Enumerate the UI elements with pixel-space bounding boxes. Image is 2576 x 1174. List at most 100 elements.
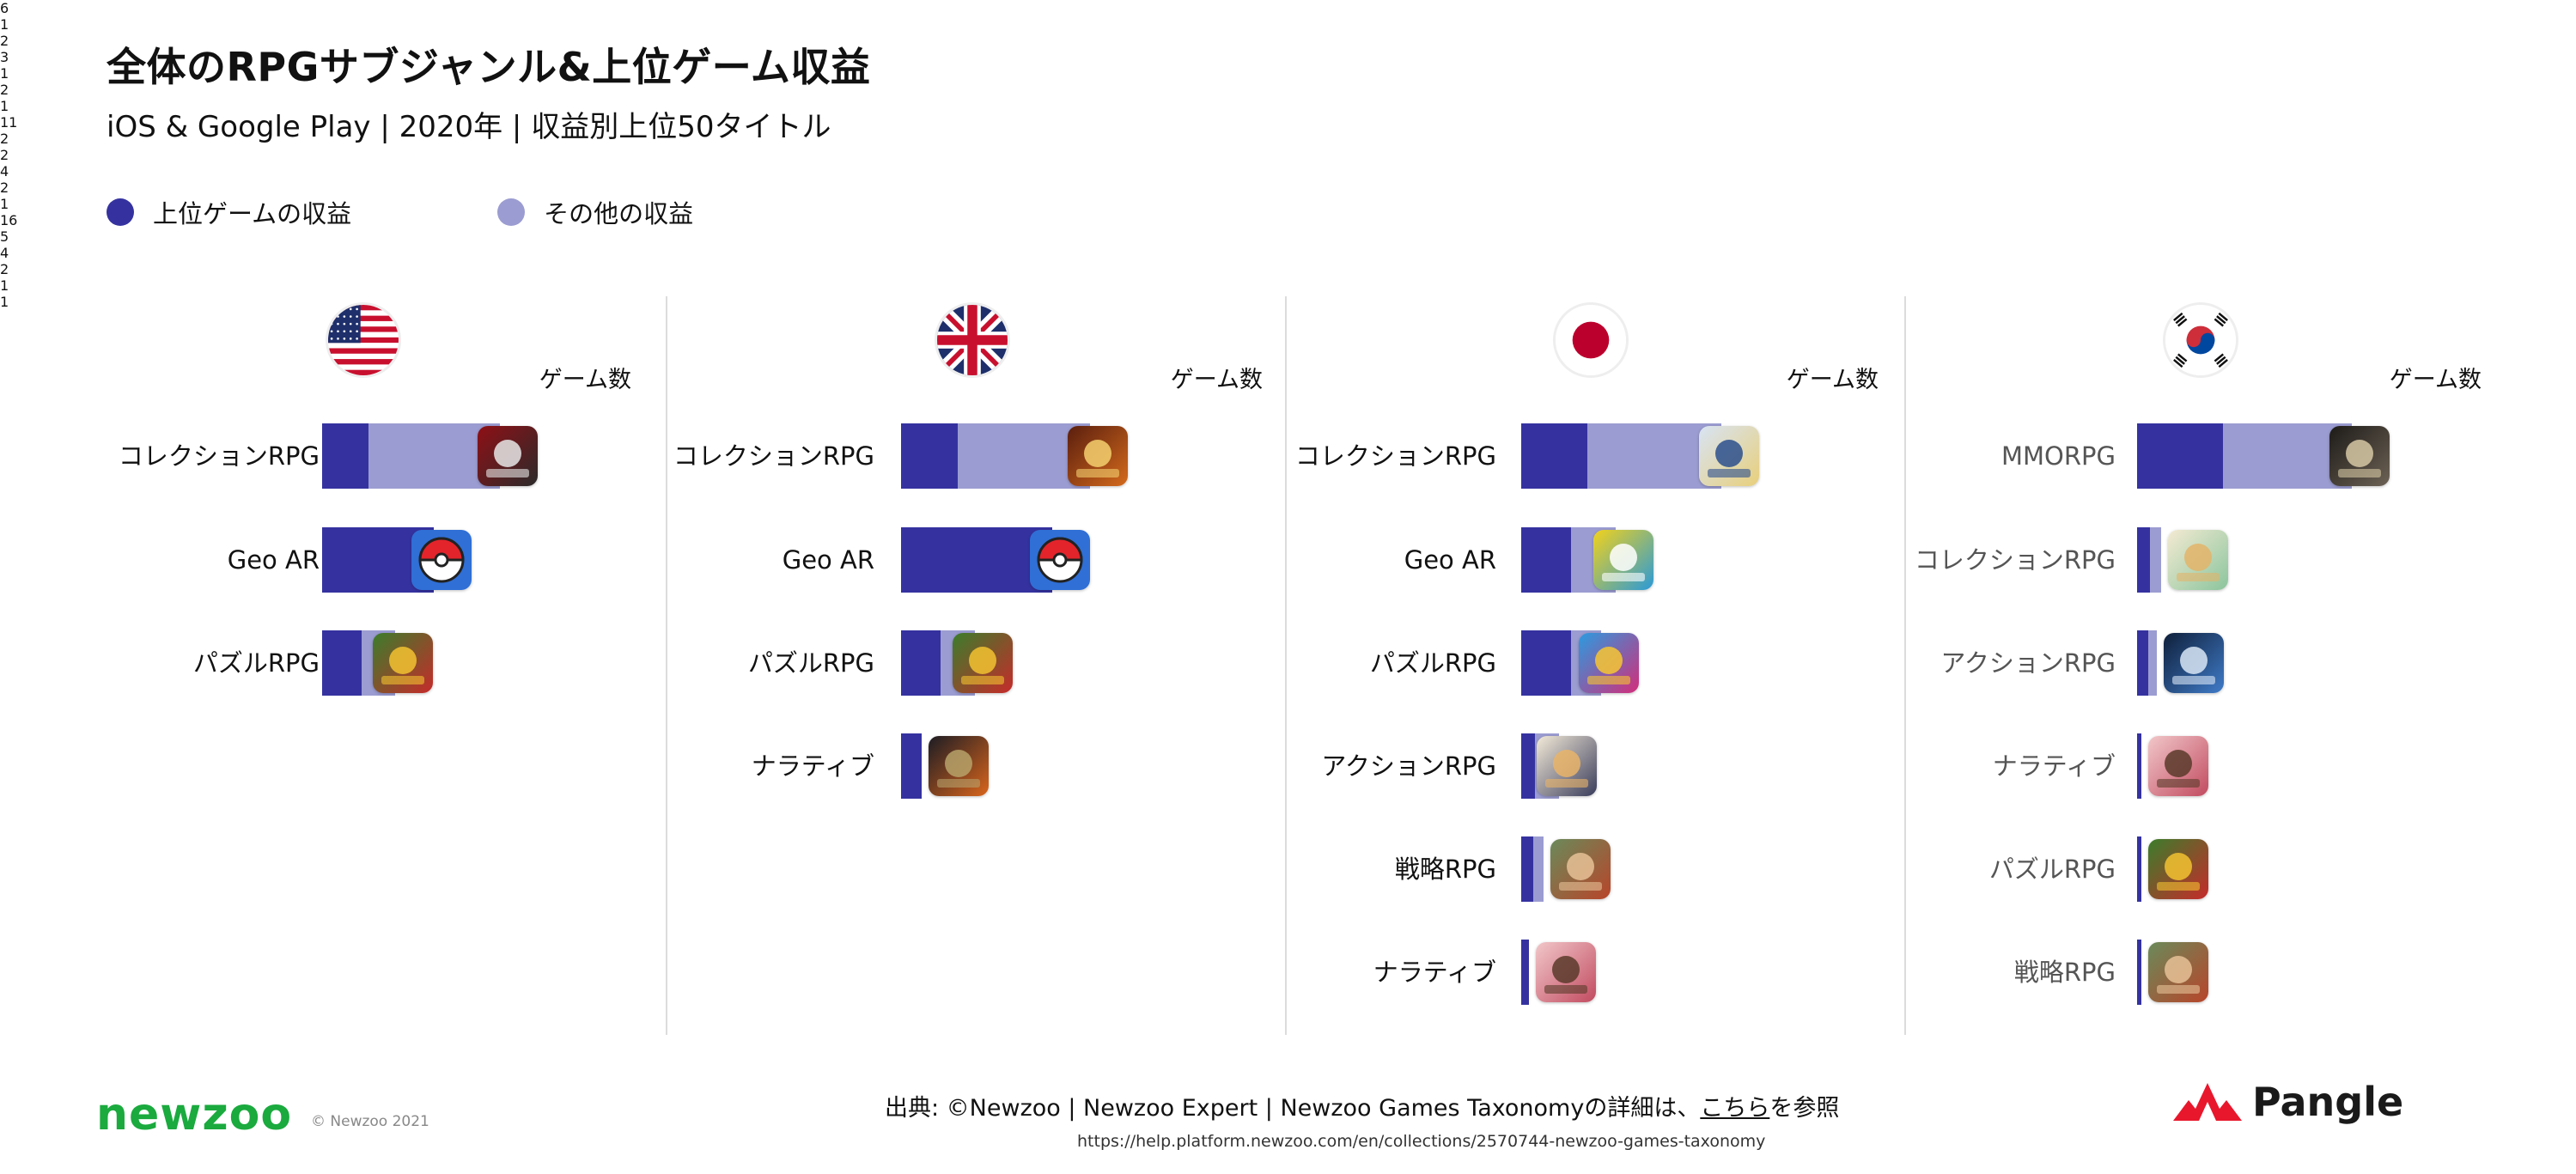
stacked-bar (2137, 733, 2141, 799)
bar-other-segment (1532, 836, 1544, 902)
category-row: ナラティブ (0, 733, 874, 799)
raid-shadow-legends-icon (1068, 426, 1128, 486)
game-count: 4 (0, 163, 9, 179)
game-count: 2 (0, 33, 9, 49)
game-count: 11 (0, 114, 18, 131)
japan-flag-icon (1556, 305, 1626, 375)
stacked-bar (2137, 527, 2161, 593)
bar-top-game-segment (1521, 630, 1572, 696)
stacked-bar (2137, 836, 2141, 902)
panel-divider (1904, 296, 1906, 1035)
game-count-header: ゲーム数 (1786, 367, 1879, 393)
category-label: パズルRPG (192, 648, 320, 678)
category-row: パズルRPG (0, 836, 2116, 902)
bar-top-game-segment (2137, 836, 2141, 902)
category-row: パズルRPG (0, 630, 320, 696)
game-count-header: ゲーム数 (1170, 367, 1263, 393)
category-label: MMORPG (2001, 441, 2116, 471)
category-label: コレクションRPG (1914, 545, 2116, 575)
game-count: 5 (0, 228, 9, 245)
game-count: 6 (0, 0, 9, 16)
bar-top-game-segment (901, 423, 958, 489)
panel-divider (666, 296, 667, 1035)
category-label: コレクションRPG (118, 441, 320, 471)
dragon-quest-walk-icon (1592, 530, 1653, 590)
panel-divider (1285, 296, 1287, 1035)
category-label: Geo AR (782, 545, 874, 575)
stacked-bar (2137, 423, 2352, 489)
bar-top-game-segment (1521, 940, 1530, 1005)
game-count: 2 (0, 179, 9, 196)
bar-top-game-segment (901, 527, 1052, 593)
game-count: 1 (0, 16, 9, 33)
copyright: © Newzoo 2021 (311, 1113, 429, 1130)
source-note: 出典: ©Newzoo | Newzoo Expert | Newzoo Gam… (885, 1089, 1839, 1122)
category-row: コレクションRPG (0, 527, 2116, 593)
game-count: 1 (0, 196, 9, 212)
newzoo-logo: newzoo (96, 1089, 293, 1141)
legend-top-swatch (107, 198, 134, 226)
legend-item-top: 上位ゲームの収益 (107, 194, 351, 230)
category-row: 戦略RPG (0, 836, 1496, 902)
puzzle-and-dragons-icon (1579, 633, 1640, 693)
narrative-game-icon (1536, 942, 1597, 1002)
category-label: 戦略RPG (2013, 958, 2116, 987)
source-link[interactable]: こちら (1700, 1095, 1770, 1122)
stacked-bar (901, 527, 1052, 593)
charts-area: ゲーム数コレクションRPG 6 Geo AR 1 パズルRPG 2 ゲーム数コレクションRP… (0, 0, 2576, 1005)
category-row: Geo AR (0, 527, 1496, 593)
game-count: 2 (0, 147, 9, 163)
game-count: 1 (0, 65, 9, 82)
game-count: 2 (0, 82, 9, 98)
category-label: パズルRPG (747, 648, 874, 678)
fate-grand-order-icon (1699, 426, 1759, 486)
legend-item-other: その他の収益 (497, 194, 693, 230)
category-label: コレクションRPG (673, 441, 874, 471)
category-row: MMORPG (0, 423, 2116, 489)
collection-rpg-icon (2167, 530, 2228, 590)
legend-other-label: その他の収益 (544, 199, 694, 228)
marvel-strike-force-icon (478, 426, 538, 486)
source-suffix: を参照 (1769, 1095, 1840, 1122)
category-row: パズルRPG (0, 630, 1496, 696)
category-row: コレクションRPG (0, 423, 1496, 489)
bar-top-game-segment (901, 733, 923, 799)
legend-other-swatch (497, 198, 526, 226)
stacked-bar (2137, 630, 2157, 696)
strategy-game-icon (1550, 839, 1611, 899)
bar-top-game-segment (1521, 836, 1533, 902)
bar-other-segment (1586, 423, 1721, 489)
category-row: 戦略RPG (0, 940, 2116, 1005)
empires-puzzles-icon (952, 633, 1013, 693)
category-row: コレクションRPG (0, 423, 874, 489)
bar-top-game-segment (1521, 423, 1587, 489)
category-label: アクションRPG (1940, 648, 2116, 678)
bar-top-game-segment (901, 630, 941, 696)
game-count: 2 (0, 261, 9, 277)
source-url[interactable]: https://help.platform.newzoo.com/en/coll… (1077, 1132, 1766, 1151)
stacked-bar (2137, 940, 2141, 1005)
stacked-bar (1521, 423, 1721, 489)
game-count: 3 (0, 49, 9, 65)
empires-puzzles-icon (2148, 839, 2208, 899)
stacked-bar (1521, 836, 1544, 902)
game-count-header: ゲーム数 (539, 367, 631, 393)
category-label: Geo AR (1404, 545, 1496, 575)
game-count: 4 (0, 245, 9, 261)
category-row: コレクションRPG (0, 423, 320, 489)
category-row: Geo AR (0, 527, 874, 593)
game-count: 16 (0, 212, 18, 228)
bar-top-game-segment (1521, 733, 1536, 799)
action-rpg-icon (2163, 633, 2224, 693)
us-flag-icon (328, 305, 399, 375)
stacked-bar (901, 733, 923, 799)
pokemon-go-icon (1030, 530, 1090, 590)
bar-top-game-segment (2137, 630, 2148, 696)
korea-flag-icon (2165, 305, 2236, 375)
game-count-header: ゲーム数 (2389, 367, 2482, 393)
pangle-wordmark: Pangle (2252, 1079, 2404, 1125)
bar-other-segment (2150, 527, 2161, 593)
category-row: アクションRPG (0, 733, 1496, 799)
narrative-game-icon (2148, 736, 2208, 796)
category-row: ナラティブ (0, 733, 2116, 799)
